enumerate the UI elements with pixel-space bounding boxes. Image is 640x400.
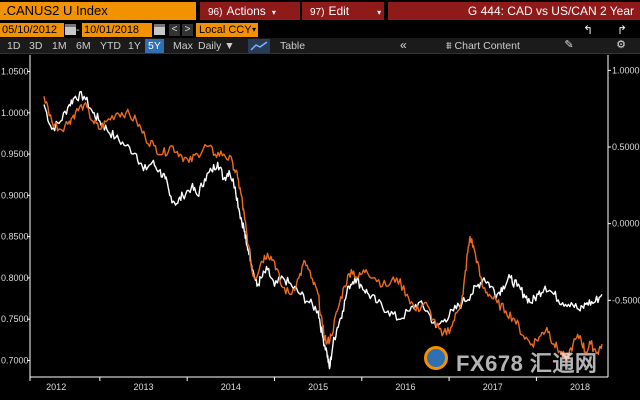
calendar-icon[interactable] (154, 24, 165, 35)
period-button-ytd[interactable]: YTD (100, 40, 121, 52)
right-tick-label: 0.0000 (612, 219, 640, 229)
logo-icon (424, 346, 448, 370)
date-separator: - (76, 24, 80, 36)
start-date-field[interactable]: 05/10/2012 (0, 23, 64, 37)
left-tick-label: 1.0500 (1, 67, 29, 77)
x-tick-label: 2017 (483, 382, 503, 392)
x-tick-label: 2013 (133, 382, 153, 392)
x-tick-label: 2016 (395, 382, 415, 392)
table-button[interactable]: Table (280, 40, 306, 52)
ticker-field[interactable]: .CANUS2 U Index (0, 2, 196, 20)
currency-select[interactable]: Local CCY ▾ (196, 23, 258, 37)
caret-down-icon: ▾ (377, 8, 382, 17)
left-tick-label: 1.0000 (1, 108, 29, 118)
next-period-button[interactable]: > (182, 24, 193, 36)
chart-content-icon: ⩩ (446, 40, 455, 52)
line-chart-icon[interactable] (248, 39, 270, 53)
period-button-max[interactable]: Max (173, 40, 193, 52)
actions-number: 96) (208, 7, 223, 18)
chart-area: 0.7000 0.7500 0.8000 0.8500 0.9000 0.9500 1.00… (0, 55, 640, 400)
x-tick-label: 2014 (221, 382, 241, 392)
left-tick-label: 0.7500 (1, 314, 29, 324)
series-line-1 (43, 96, 603, 362)
edit-label: Edit (328, 4, 350, 18)
left-tick-label: 0.8500 (1, 232, 29, 242)
collapse-icon[interactable]: « (400, 38, 407, 52)
end-date-field[interactable]: 10/01/2018 (82, 23, 152, 37)
edit-menu[interactable]: 97) Edit ▾ (302, 2, 384, 20)
chart-content-label: Chart Content (454, 40, 520, 52)
edit-number: 97) (310, 7, 325, 18)
frequency-select[interactable]: Daily ▼ (198, 40, 235, 52)
left-tick-label: 0.9500 (1, 149, 29, 159)
left-tick-label: 0.9000 (1, 190, 29, 200)
chart-content-button[interactable]: ⩩ Chart Content (446, 39, 520, 53)
period-button-6m[interactable]: 6M (76, 40, 91, 52)
gear-icon[interactable]: ⚙ (616, 39, 626, 51)
calendar-icon[interactable] (65, 24, 76, 35)
right-tick-label: -0.5000 (612, 295, 640, 305)
caret-down-icon: ▾ (251, 25, 256, 34)
caret-down-icon: ▾ (271, 8, 276, 17)
period-button-3d[interactable]: 3D (29, 40, 43, 52)
undo-icon[interactable]: ↰ (582, 23, 594, 37)
right-tick-label: 1.0000 (612, 65, 640, 75)
actions-label: Actions (226, 4, 266, 18)
left-tick-label: 0.8000 (1, 273, 29, 283)
chart-title: G 444: CAD vs US/CAN 2 Year (388, 2, 640, 20)
period-toolbar: 1D 3D 1M 6M YTD 1Y 5Y Max Daily ▼ Table « ⩩ Cha… (0, 38, 640, 54)
left-tick-label: 0.7000 (1, 355, 29, 365)
period-button-1m[interactable]: 1M (52, 40, 67, 52)
x-tick-label: 2015 (308, 382, 328, 392)
x-tick-label: 2018 (570, 382, 590, 392)
actions-menu[interactable]: 96) Actions ▾ (200, 2, 300, 20)
period-button-1d[interactable]: 1D (7, 40, 21, 52)
chart-svg: 0.7000 0.7500 0.8000 0.8500 0.9000 0.9500 1.00… (1, 55, 640, 392)
period-button-5y[interactable]: 5Y (145, 39, 164, 53)
right-tick-label: 0.5000 (612, 142, 640, 152)
period-button-1y[interactable]: 1Y (128, 40, 141, 52)
x-tick-label: 2012 (46, 382, 66, 392)
title-bar: .CANUS2 U Index 96) Actions ▾ 97) Edit ▾ G 4… (0, 0, 640, 22)
edit-pencil-icon[interactable]: ✎ (564, 39, 574, 51)
watermark-logo: FX678 汇通网 (424, 344, 624, 376)
watermark-brand: FX678 汇通网 (456, 351, 598, 376)
series-line-0 (43, 90, 603, 370)
prev-period-button[interactable]: < (169, 24, 180, 36)
date-toolbar: 05/10/2012 - 10/01/2018 < > Local CCY ▾ ↰… (0, 22, 640, 38)
redo-icon[interactable]: ↱ (616, 23, 628, 37)
currency-label: Local CCY (199, 24, 252, 36)
